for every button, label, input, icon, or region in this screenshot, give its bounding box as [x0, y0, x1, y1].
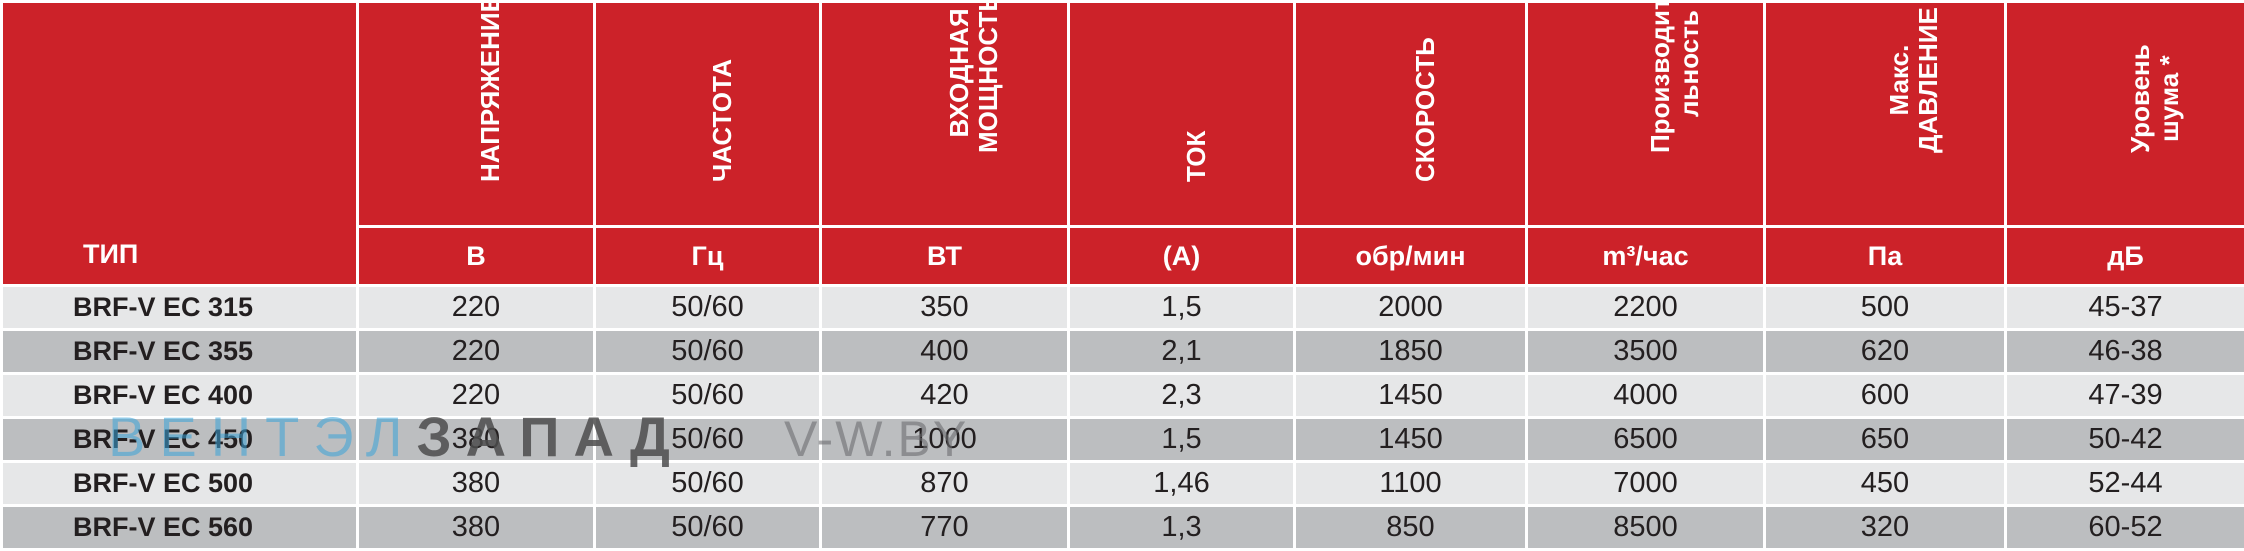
- table-cell: 45-37: [2004, 284, 2244, 331]
- table-cell: 6500: [1525, 416, 1766, 463]
- pressure-header: Макс. ДАВЛЕНИЕ: [1763, 0, 2007, 228]
- table-cell: 350: [819, 284, 1070, 331]
- table-cell: 380: [356, 504, 596, 551]
- table-cell: 850: [1293, 504, 1528, 551]
- table-cell: 3500: [1525, 328, 1766, 375]
- airflow-header: Производите- льность: [1525, 0, 1766, 228]
- table-cell: 2200: [1525, 284, 1766, 331]
- current-unit: (А): [1067, 225, 1296, 287]
- model-cell: BRF-V EC 500: [0, 460, 359, 507]
- table-cell: 2,3: [1067, 372, 1296, 419]
- table-row: BRF-V EC 315 220 50/60 350 1,5 2000 2200…: [0, 284, 2244, 331]
- frequency-header: ЧАСТОТА: [593, 0, 822, 228]
- voltage-header: НАПРЯЖЕНИЕ: [356, 0, 596, 228]
- table-cell: 50/60: [593, 284, 822, 331]
- table-cell: 2000: [1293, 284, 1528, 331]
- table-cell: 1850: [1293, 328, 1528, 375]
- table-cell: 1,46: [1067, 460, 1296, 507]
- table-cell: 1450: [1293, 372, 1528, 419]
- noise-unit: дБ: [2004, 225, 2244, 287]
- table-cell: 47-39: [2004, 372, 2244, 419]
- table-row: BRF-V EC 450 380 50/60 1000 1,5 1450 650…: [0, 416, 2244, 463]
- current-title: ТОК: [1180, 130, 1211, 182]
- table-cell: 50/60: [593, 460, 822, 507]
- table-cell: 50/60: [593, 372, 822, 419]
- table-cell: 220: [356, 328, 596, 375]
- speed-unit: обр/мин: [1293, 225, 1528, 287]
- table-cell: 500: [1763, 284, 2007, 331]
- model-cell: BRF-V EC 560: [0, 504, 359, 551]
- model-cell: BRF-V EC 315: [0, 284, 359, 331]
- table-cell: 4000: [1525, 372, 1766, 419]
- table-cell: 420: [819, 372, 1070, 419]
- power-unit: ВТ: [819, 225, 1070, 287]
- table-cell: 450: [1763, 460, 2007, 507]
- airflow-unit: m³/час: [1525, 225, 1766, 287]
- table-cell: 870: [819, 460, 1070, 507]
- noise-header: Уровень шума *: [2004, 0, 2244, 228]
- table-cell: 380: [356, 416, 596, 463]
- table-cell: 220: [356, 372, 596, 419]
- table-cell: 320: [1763, 504, 2007, 551]
- frequency-unit: Гц: [593, 225, 822, 287]
- table-row: BRF-V EC 355 220 50/60 400 2,1 1850 3500…: [0, 328, 2244, 375]
- table-cell: 380: [356, 460, 596, 507]
- airflow-title: Производите- льность: [1644, 0, 1704, 153]
- table-cell: 7000: [1525, 460, 1766, 507]
- table-cell: 770: [819, 504, 1070, 551]
- table-cell: 1450: [1293, 416, 1528, 463]
- noise-title: Уровень шума *: [2124, 44, 2184, 153]
- power-title: ВХОДНАЯ МОЩНОСТЬ: [943, 0, 1003, 153]
- speed-header: СКОРОСТЬ: [1293, 0, 1528, 228]
- table-cell: 600: [1763, 372, 2007, 419]
- pressure-title: Макс. ДАВЛЕНИЕ: [1884, 7, 1943, 153]
- current-header: ТОК: [1067, 0, 1296, 228]
- table-cell: 1,3: [1067, 504, 1296, 551]
- table-row: BRF-V EC 400 220 50/60 420 2,3 1450 4000…: [0, 372, 2244, 419]
- table-cell: 2,1: [1067, 328, 1296, 375]
- voltage-title: НАПРЯЖЕНИЕ: [475, 0, 505, 182]
- speed-title: СКОРОСТЬ: [1409, 37, 1440, 182]
- table-cell: 50/60: [593, 328, 822, 375]
- table-cell: 1,5: [1067, 284, 1296, 331]
- table-cell: 46-38: [2004, 328, 2244, 375]
- model-cell: BRF-V EC 355: [0, 328, 359, 375]
- type-header: ТИП: [0, 0, 359, 287]
- table-row: BRF-V EC 560 380 50/60 770 1,3 850 8500 …: [0, 504, 2244, 551]
- table-cell: 52-44: [2004, 460, 2244, 507]
- voltage-unit: В: [356, 225, 596, 287]
- table-cell: 1,5: [1067, 416, 1296, 463]
- frequency-title: ЧАСТОТА: [706, 58, 737, 182]
- table-cell: 8500: [1525, 504, 1766, 551]
- table-cell: 400: [819, 328, 1070, 375]
- table-row: BRF-V EC 500 380 50/60 870 1,46 1100 700…: [0, 460, 2244, 507]
- table-cell: 60-52: [2004, 504, 2244, 551]
- table-cell: 50-42: [2004, 416, 2244, 463]
- table-cell: 1000: [819, 416, 1070, 463]
- table-cell: 220: [356, 284, 596, 331]
- model-cell: BRF-V EC 450: [0, 416, 359, 463]
- table-cell: 650: [1763, 416, 2007, 463]
- table-cell: 620: [1763, 328, 2007, 375]
- power-header: ВХОДНАЯ МОЩНОСТЬ: [819, 0, 1070, 228]
- model-cell: BRF-V EC 400: [0, 372, 359, 419]
- table-cell: 1100: [1293, 460, 1528, 507]
- pressure-unit: Па: [1763, 225, 2007, 287]
- table-cell: 50/60: [593, 416, 822, 463]
- table-cell: 50/60: [593, 504, 822, 551]
